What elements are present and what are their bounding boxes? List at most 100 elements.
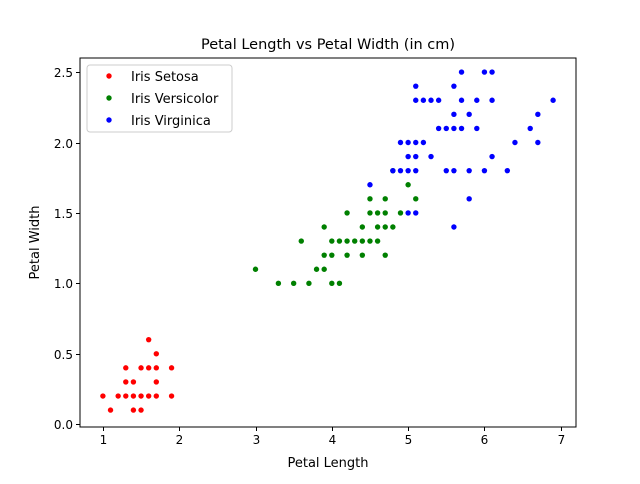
legend-label: Iris Virginica bbox=[131, 114, 211, 129]
data-point bbox=[153, 351, 160, 357]
data-point bbox=[382, 210, 388, 216]
data-point bbox=[359, 224, 366, 230]
data-point bbox=[466, 167, 472, 174]
data-point bbox=[306, 280, 312, 287]
data-point bbox=[367, 196, 373, 202]
legend-marker bbox=[106, 95, 112, 101]
data-point bbox=[100, 393, 106, 399]
data-point bbox=[474, 97, 480, 103]
data-point bbox=[168, 365, 175, 371]
data-point bbox=[298, 238, 304, 244]
data-point bbox=[138, 365, 144, 371]
data-point bbox=[428, 153, 434, 160]
data-point bbox=[390, 224, 396, 230]
data-point bbox=[474, 125, 480, 132]
data-point bbox=[451, 111, 457, 118]
data-point bbox=[313, 266, 320, 272]
data-point bbox=[329, 238, 335, 244]
x-tick-label: 3 bbox=[253, 433, 261, 447]
x-tick-label: 4 bbox=[329, 433, 337, 447]
data-point bbox=[359, 252, 366, 258]
data-point bbox=[344, 210, 350, 216]
data-point bbox=[512, 139, 518, 146]
data-point bbox=[451, 83, 457, 89]
data-point bbox=[290, 280, 297, 287]
data-point bbox=[405, 210, 411, 216]
data-point bbox=[435, 125, 442, 132]
data-point bbox=[138, 407, 144, 413]
data-point bbox=[321, 266, 327, 272]
data-point bbox=[145, 336, 152, 343]
data-point bbox=[420, 97, 427, 103]
series-0 bbox=[100, 336, 175, 413]
data-point bbox=[145, 393, 152, 399]
data-point bbox=[130, 407, 137, 413]
data-point bbox=[405, 153, 411, 160]
data-point bbox=[458, 125, 465, 132]
data-point bbox=[443, 167, 449, 174]
data-point bbox=[405, 167, 411, 174]
data-point bbox=[397, 167, 404, 174]
data-point bbox=[550, 97, 556, 103]
data-point bbox=[397, 139, 404, 146]
x-axis-ticks: 1 2 3 4 5 6 7 bbox=[100, 427, 566, 447]
legend-box bbox=[86, 64, 233, 133]
data-point bbox=[535, 111, 541, 118]
y-tick-label: 0.0 bbox=[54, 418, 73, 432]
data-point bbox=[153, 393, 160, 399]
legend-label: Iris Setosa bbox=[131, 70, 199, 85]
data-point bbox=[458, 69, 465, 75]
data-point bbox=[420, 139, 427, 146]
data-point bbox=[336, 280, 343, 287]
data-point bbox=[466, 111, 472, 118]
data-point bbox=[374, 238, 381, 244]
data-point bbox=[115, 393, 121, 399]
legend-entries: Iris Setosa Iris Versicolor Iris Virginica bbox=[106, 70, 219, 129]
data-point bbox=[435, 97, 442, 103]
data-point bbox=[489, 97, 495, 103]
data-point bbox=[367, 182, 373, 188]
data-point bbox=[130, 393, 137, 399]
data-point bbox=[451, 125, 457, 132]
data-point bbox=[138, 393, 144, 399]
x-tick-label: 7 bbox=[558, 433, 566, 447]
data-point bbox=[329, 252, 335, 258]
y-tick-label: 2.5 bbox=[54, 66, 73, 80]
x-tick-label: 1 bbox=[100, 433, 108, 447]
x-axis-label: Petal Length bbox=[287, 456, 368, 471]
data-point bbox=[367, 238, 373, 244]
data-point bbox=[481, 69, 488, 75]
data-point bbox=[413, 210, 419, 216]
data-point bbox=[130, 379, 137, 385]
data-point bbox=[527, 125, 533, 132]
data-point bbox=[458, 97, 465, 103]
data-point bbox=[443, 125, 449, 132]
data-point bbox=[413, 83, 419, 89]
data-point bbox=[352, 238, 358, 244]
data-point bbox=[535, 139, 541, 146]
data-point bbox=[390, 167, 396, 174]
y-axis-label: Petal Width bbox=[28, 206, 43, 280]
data-point bbox=[405, 139, 411, 146]
data-point bbox=[321, 224, 327, 230]
data-point bbox=[145, 365, 152, 371]
data-point bbox=[252, 266, 259, 272]
data-point bbox=[397, 210, 404, 216]
legend-label: Iris Versicolor bbox=[131, 92, 219, 107]
data-point bbox=[382, 252, 388, 258]
data-point bbox=[413, 139, 419, 146]
data-point bbox=[321, 252, 327, 258]
y-tick-label: 1.0 bbox=[54, 277, 73, 291]
x-tick-label: 6 bbox=[481, 433, 489, 447]
data-point bbox=[413, 167, 419, 174]
chart-title: Petal Length vs Petal Width (in cm) bbox=[201, 37, 455, 53]
data-point bbox=[382, 224, 388, 230]
data-point bbox=[123, 393, 129, 399]
series-2 bbox=[367, 69, 556, 230]
legend-marker bbox=[106, 117, 112, 123]
data-point bbox=[123, 365, 129, 371]
data-point bbox=[374, 210, 381, 216]
y-tick-label: 2.0 bbox=[54, 137, 73, 151]
data-point bbox=[374, 224, 381, 230]
